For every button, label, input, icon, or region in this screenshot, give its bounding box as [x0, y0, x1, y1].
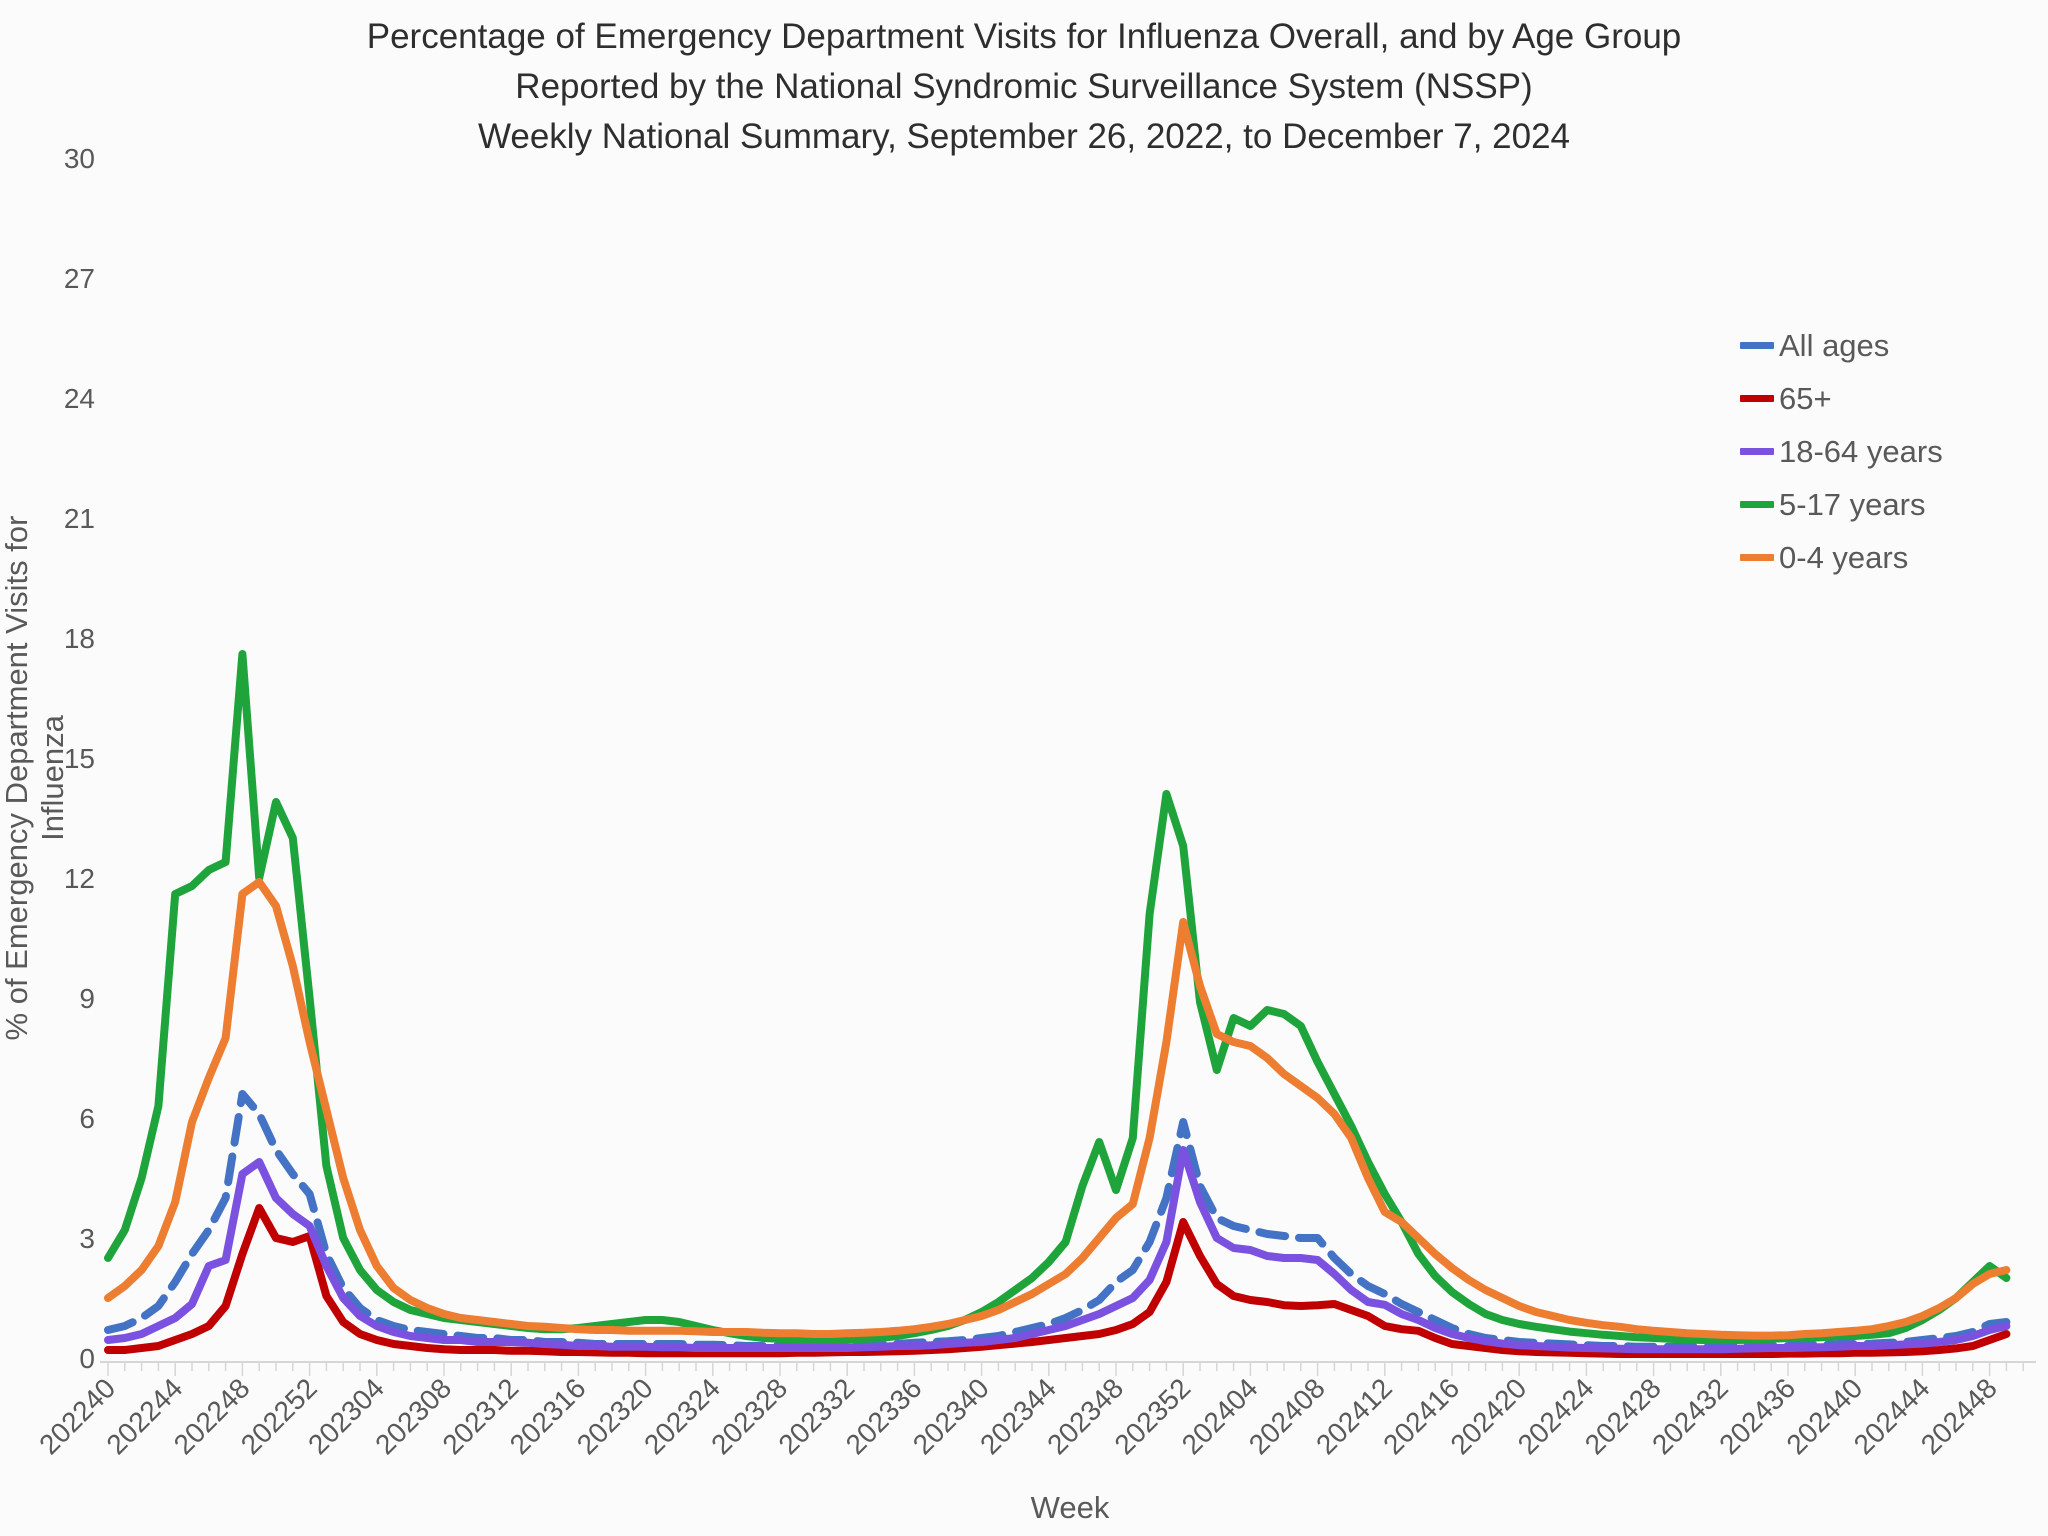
y-tick-label: 30: [64, 143, 95, 174]
legend-item-18-64: 18-64 years: [1740, 425, 1943, 478]
y-tick-label: 3: [79, 1223, 95, 1254]
chart-title-line-2: Reported by the National Syndromic Surve…: [515, 67, 1533, 106]
legend-item-all-ages: All ages: [1740, 319, 1943, 372]
legend-swatch-65-plus: [1740, 395, 1774, 402]
chart-legend: All ages 65+ 18-64 years 5-17 years 0-4 …: [1740, 319, 1943, 584]
y-tick-label: 21: [64, 503, 95, 534]
series-line-65-: [104, 1204, 2011, 1358]
series-line-all-ages: [104, 1090, 2011, 1351]
y-tick-label: 27: [64, 263, 95, 294]
legend-label-65-plus: 65+: [1779, 380, 1832, 416]
legend-swatch-0-4: [1740, 554, 1774, 561]
y-tick-label: 24: [64, 383, 95, 414]
y-tick-label: 0: [79, 1343, 95, 1374]
legend-label-18-64: 18-64 years: [1779, 433, 1943, 469]
y-tick-label: 12: [64, 863, 95, 894]
legend-swatch-5-17: [1740, 501, 1774, 508]
y-tick-label: 18: [64, 623, 95, 654]
legend-item-65-plus: 65+: [1740, 372, 1943, 425]
legend-label-0-4: 0-4 years: [1779, 539, 1909, 575]
y-tick-label: 15: [64, 743, 95, 774]
chart-title-line-3: Weekly National Summary, September 26, 2…: [477, 117, 1571, 156]
chart-title: Percentage of Emergency Department Visit…: [0, 12, 2048, 162]
legend-label-all-ages: All ages: [1779, 327, 1890, 363]
y-tick-label: 6: [79, 1103, 95, 1134]
y-tick-label: 9: [79, 983, 95, 1014]
x-axis-title: Week: [1030, 1490, 1110, 1525]
legend-swatch-all-ages: [1740, 342, 1774, 349]
legend-label-5-17: 5-17 years: [1779, 486, 1926, 522]
legend-item-0-4: 0-4 years: [1740, 531, 1943, 584]
legend-item-5-17: 5-17 years: [1740, 478, 1943, 531]
series-line-18-64-years: [104, 1146, 2011, 1354]
chart-title-line-1: Percentage of Emergency Department Visit…: [366, 17, 1682, 56]
series-line-5-17-years: [104, 650, 2011, 1344]
legend-swatch-18-64: [1740, 448, 1774, 455]
x-tick-label: 202448: [1915, 1372, 2003, 1460]
series-line-0-4-years: [104, 878, 2011, 1340]
